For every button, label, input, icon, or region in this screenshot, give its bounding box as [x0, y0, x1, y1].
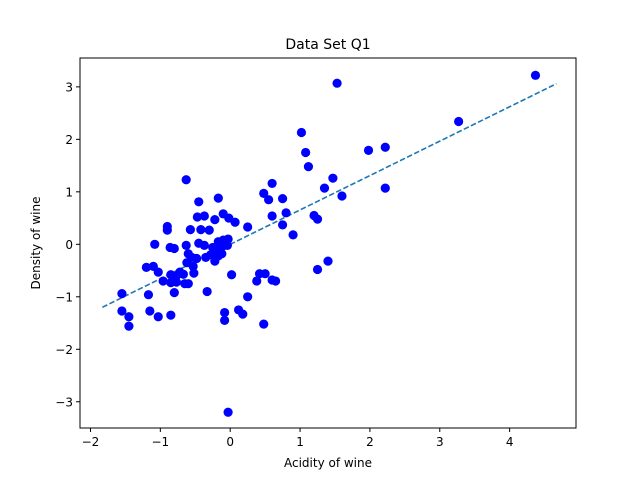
data-point: [192, 253, 202, 264]
data-point: [319, 183, 330, 193]
data-point: [192, 212, 202, 222]
data-point: [267, 211, 277, 221]
data-point: [210, 215, 220, 225]
data-point: [158, 276, 168, 286]
data-point: [124, 312, 134, 322]
data-point: [213, 193, 223, 203]
data-point: [267, 178, 277, 189]
data-point: [337, 191, 347, 201]
data-point: [277, 220, 288, 230]
x-tick-label: 3: [436, 435, 444, 449]
data-point: [166, 310, 176, 320]
data-point: [181, 240, 191, 250]
x-axis-ticks: −2 −1 0 1 2 3 4: [82, 428, 514, 449]
data-point: [222, 240, 233, 250]
data-point: [271, 276, 281, 286]
data-point: [230, 217, 240, 227]
data-point: [199, 211, 209, 221]
data-point: [303, 162, 314, 172]
data-point: [199, 240, 209, 250]
data-point: [264, 195, 274, 205]
data-point: [312, 264, 323, 275]
data-point: [226, 270, 237, 280]
data-point: [328, 173, 338, 183]
y-tick-label: −1: [55, 290, 73, 304]
x-tick-label: −1: [151, 435, 169, 449]
data-point: [277, 194, 288, 204]
data-point: [530, 70, 541, 80]
data-point: [145, 306, 155, 316]
x-tick-label: 0: [226, 435, 234, 449]
data-point: [243, 222, 253, 232]
data-point: [202, 286, 212, 297]
y-axis-ticks: −3 −2 −1 0 1 2 3: [55, 80, 80, 409]
data-point: [124, 321, 134, 331]
data-point: [363, 145, 374, 155]
data-point: [238, 309, 248, 319]
y-tick-label: 0: [65, 238, 73, 252]
x-tick-label: 2: [366, 435, 374, 449]
data-point: [117, 306, 127, 316]
data-point: [185, 225, 195, 235]
data-point: [181, 175, 191, 185]
x-tick-label: 1: [296, 435, 304, 449]
data-point: [162, 225, 172, 235]
data-point: [223, 407, 233, 417]
data-point: [143, 290, 154, 300]
data-point: [169, 287, 179, 298]
data-point: [380, 183, 390, 193]
x-tick-label: −2: [82, 435, 100, 449]
data-point: [260, 269, 270, 279]
chart-title: Data Set Q1: [285, 37, 370, 53]
data-point: [150, 239, 160, 249]
plot-area-frame: [79, 57, 577, 429]
data-point: [259, 188, 269, 199]
data-point: [194, 197, 204, 207]
data-point: [189, 268, 199, 278]
data-points-layer: [117, 70, 541, 417]
x-axis-label: Acidity of wine: [284, 456, 372, 470]
data-point: [178, 269, 188, 279]
x-tick-label: 4: [506, 435, 514, 449]
y-tick-label: −3: [55, 395, 73, 409]
data-point: [204, 225, 214, 235]
data-point: [259, 319, 269, 329]
data-point: [153, 312, 163, 322]
data-point: [380, 142, 390, 152]
data-point: [252, 276, 262, 286]
data-point: [243, 292, 253, 302]
data-point: [312, 214, 323, 224]
data-point: [301, 147, 311, 158]
data-point: [454, 116, 464, 127]
y-tick-label: −2: [55, 343, 73, 357]
data-point: [188, 261, 198, 271]
data-point: [141, 262, 151, 273]
data-point: [183, 279, 193, 289]
data-point: [323, 256, 333, 266]
y-axis-label: Density of wine: [29, 197, 43, 290]
data-point: [117, 289, 127, 299]
data-point: [220, 307, 230, 318]
y-tick-label: 1: [65, 185, 73, 199]
y-tick-label: 3: [65, 80, 73, 94]
data-point: [169, 243, 179, 254]
data-point: [217, 249, 227, 259]
data-point: [220, 315, 230, 326]
data-point: [153, 267, 163, 277]
data-point: [171, 277, 182, 287]
y-tick-label: 2: [65, 133, 73, 147]
data-point: [296, 127, 307, 138]
data-point: [332, 78, 342, 88]
data-point: [196, 225, 206, 235]
data-point: [288, 230, 298, 240]
data-point: [281, 208, 291, 218]
